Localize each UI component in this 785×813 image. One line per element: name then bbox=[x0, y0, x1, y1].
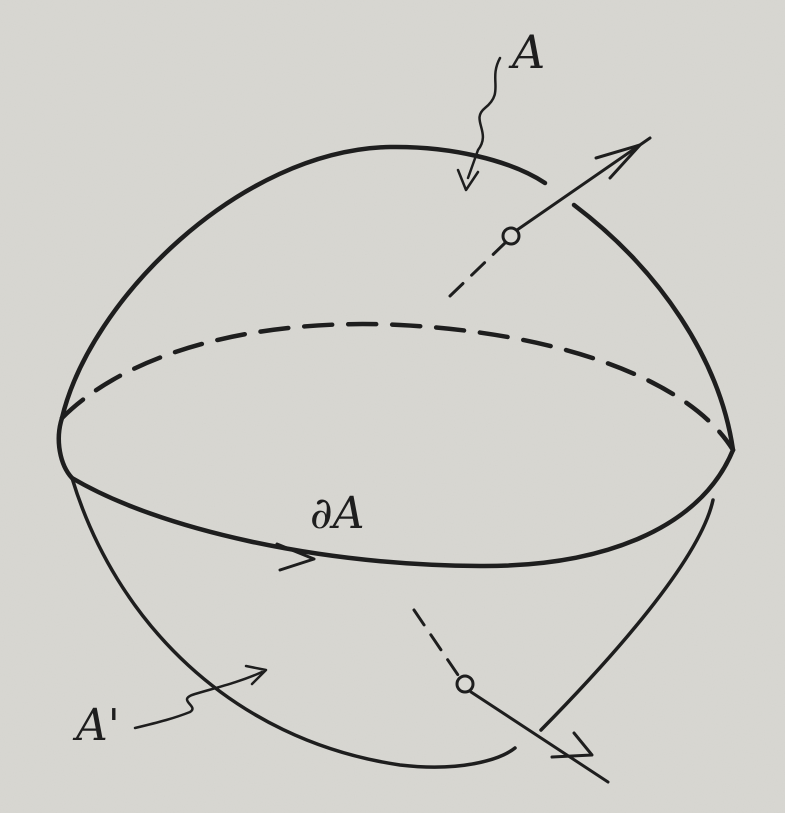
lower-normal-point bbox=[455, 674, 475, 694]
label-boundary: ∂A bbox=[310, 488, 365, 539]
upper-label-leader bbox=[466, 56, 502, 180]
lower-surface-outline-right bbox=[539, 498, 715, 732]
upper-normal-arrowhead bbox=[594, 143, 642, 180]
label-lower-surface: A' bbox=[72, 700, 120, 751]
lower-label-leader bbox=[133, 670, 264, 730]
lower-normal-arrowhead bbox=[550, 731, 594, 759]
upper-normal-point bbox=[501, 226, 521, 246]
upper-surface-outline-left bbox=[59, 144, 548, 421]
boundary-curve bbox=[69, 447, 736, 569]
left-rim bbox=[56, 415, 75, 481]
back-edge-dashed bbox=[59, 321, 736, 453]
lower-normal-shaft bbox=[469, 690, 610, 784]
lower-label-leader-arrowhead bbox=[244, 664, 268, 686]
upper-surface-outline-right bbox=[571, 202, 736, 453]
lower-normal-dashed bbox=[412, 608, 460, 677]
lower-surface-outline-left bbox=[70, 476, 517, 769]
upper-normal-dashed bbox=[448, 241, 507, 298]
upper-normal-shaft bbox=[515, 136, 652, 232]
boundary-direction-arrow bbox=[275, 542, 316, 572]
upper-label-leader-arrowhead bbox=[456, 168, 480, 192]
label-upper-surface: A bbox=[508, 25, 545, 79]
